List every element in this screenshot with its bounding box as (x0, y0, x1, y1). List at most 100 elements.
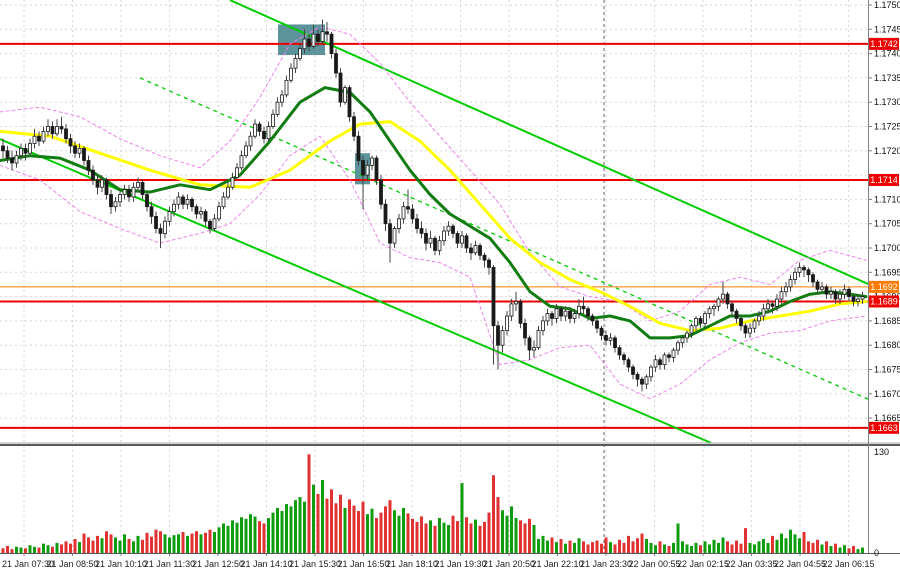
price-level-badge[interactable] (869, 421, 899, 434)
candle-body (464, 235, 469, 249)
price-level-badge-label: 1.1692 (870, 282, 898, 292)
candle-body (284, 79, 289, 96)
volume-bar (735, 540, 738, 553)
volume-bar (267, 518, 270, 553)
candle-body (581, 305, 586, 310)
volume-bar (690, 546, 693, 553)
candle-body (518, 301, 523, 324)
candle-body (829, 291, 833, 295)
candle-body (104, 179, 109, 195)
price-axis-label: 1.1725 (874, 122, 900, 132)
price-level-badge-label: 1.1663 (870, 423, 898, 433)
candle-body (415, 218, 419, 229)
price-axis-label: 1.1745 (874, 24, 900, 34)
candle-body (568, 310, 572, 319)
volume-bar (766, 542, 770, 553)
candle-body (455, 233, 460, 244)
volume-bar (573, 542, 576, 553)
volume-bar (474, 519, 477, 553)
candle-body (788, 279, 793, 288)
volume-bar (159, 531, 162, 553)
trend-channel-line[interactable] (229, 0, 869, 285)
candle-body (608, 337, 613, 341)
candle-body (275, 101, 280, 115)
price-level-badge[interactable] (869, 173, 899, 186)
volume-bar (541, 535, 545, 553)
price-level-badge-label: 1.1689 (870, 296, 898, 306)
volume-bar (487, 512, 491, 553)
volume-bar (550, 537, 554, 553)
volume-bar (811, 542, 815, 553)
volume-bar (312, 484, 315, 553)
candle-body (172, 203, 176, 212)
candle-body (541, 320, 545, 332)
price-axis-label: 1.1735 (874, 73, 900, 83)
volume-bar (757, 541, 761, 553)
candle-body (95, 179, 100, 188)
candle-body (325, 31, 329, 35)
volume-bar (384, 506, 387, 553)
candle-body (10, 157, 14, 164)
candle-body (406, 206, 410, 210)
volume-bar (856, 549, 860, 553)
candle-body (379, 179, 383, 205)
volume-bar (852, 546, 855, 553)
candle-body (100, 179, 104, 188)
candle-body (824, 286, 829, 295)
candle-body (851, 296, 856, 302)
volume-bar (172, 535, 176, 553)
price-axis-label: 1.1720 (874, 146, 900, 156)
volume-bar (577, 538, 581, 553)
candle-body (307, 38, 311, 47)
volume-bar (222, 523, 225, 553)
candle-body (802, 267, 806, 271)
time-axis-label: 22 Jan 00:55 (628, 559, 680, 569)
volume-bar (820, 544, 824, 553)
time-axis-label: 21 Jan 12:50 (192, 559, 244, 569)
volume-bar (235, 522, 239, 553)
candle-body (806, 269, 811, 276)
candle-body (253, 123, 257, 137)
candle-body (734, 310, 739, 319)
volume-bar (24, 548, 27, 553)
price-level-badge[interactable] (869, 280, 899, 293)
volume-bar (546, 540, 549, 553)
candle-body (356, 135, 361, 161)
time-axis-label: 21 Jan 07:30 (2, 559, 54, 569)
time-axis-label: 22 Jan 02:15 (677, 559, 729, 569)
volume-axis-min-label: 0 (874, 548, 879, 558)
trend-channel-dashed-line[interactable] (139, 77, 869, 400)
candle-body (437, 240, 442, 251)
candle-body (667, 354, 671, 358)
price-level-badge[interactable] (869, 37, 899, 50)
candle-body (68, 138, 73, 147)
volume-bar (109, 534, 113, 553)
candle-body (41, 130, 46, 142)
volume-bar (460, 483, 464, 553)
volume-bar (519, 520, 522, 553)
volume-bar (793, 534, 797, 553)
volume-bar (132, 541, 135, 553)
volume-bar (645, 539, 648, 553)
candle-body (127, 189, 131, 198)
candle-body (685, 332, 689, 339)
candle-body (262, 130, 266, 140)
candle-body (694, 318, 698, 327)
price-axis-label: 1.1700 (874, 243, 900, 253)
candle-body (410, 208, 415, 220)
volume-bar (96, 535, 99, 553)
candle-body (563, 310, 568, 317)
volume-bar (82, 533, 86, 553)
candle-body (860, 296, 865, 300)
volume-bar (141, 539, 144, 553)
volume-bar (699, 545, 702, 553)
time-axis-label: 21 Jan 11:30 (144, 559, 195, 569)
candle-body (505, 315, 509, 332)
price-level-badge[interactable] (869, 295, 899, 308)
candle-body (419, 228, 424, 234)
candle-body (784, 286, 788, 293)
volume-bar (226, 525, 230, 553)
volume-bar (658, 541, 662, 553)
candle-body (716, 298, 721, 307)
